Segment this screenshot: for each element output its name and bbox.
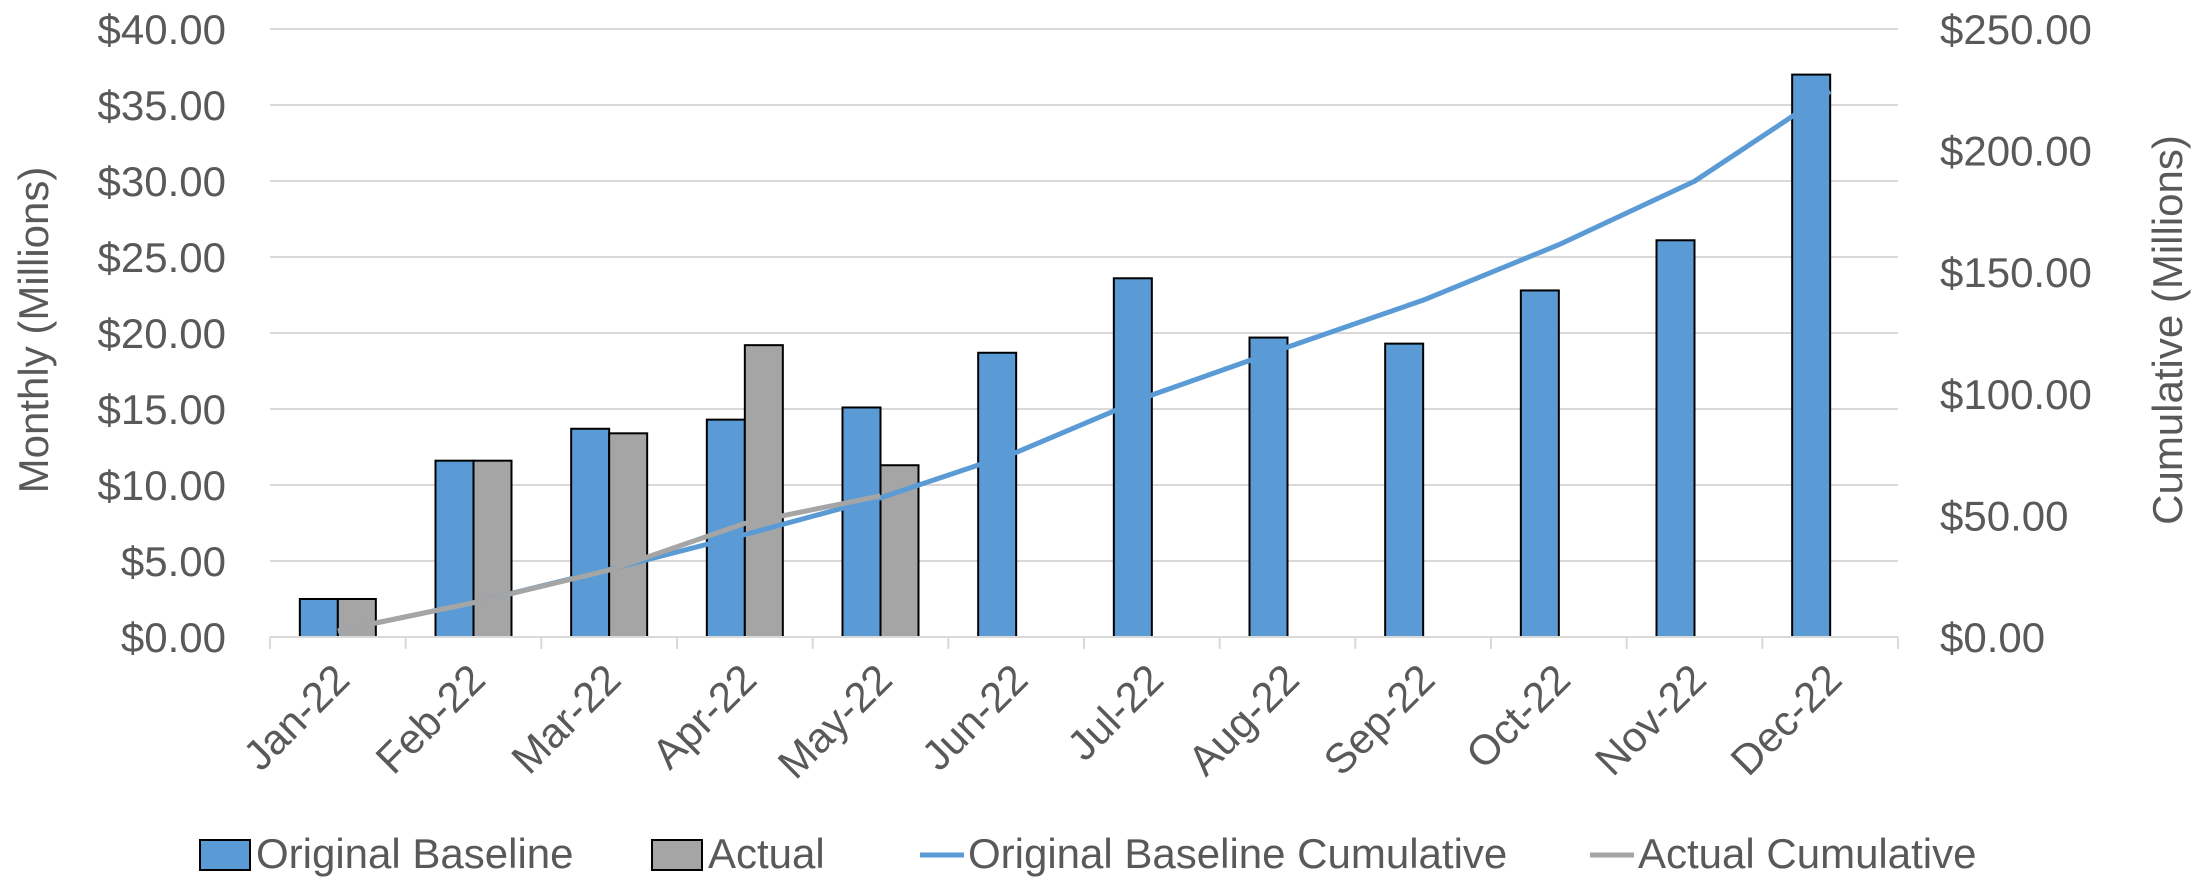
legend-label: Original Baseline Cumulative [968, 830, 1507, 877]
y-axis-title: Monthly (Millions) [10, 167, 57, 494]
bar-original-baseline [1384, 342, 1425, 638]
y2-axis-title: Cumulative (Millions) [2144, 135, 2191, 525]
x-tick-label: Aug-22 [1179, 655, 1308, 784]
legend-label: Actual [708, 830, 825, 877]
legend-label: Actual Cumulative [1638, 830, 1976, 877]
x-tick-label: Jan-22 [234, 655, 358, 779]
y2-tick-label: $0.00 [1940, 614, 2045, 661]
bar-actual [472, 459, 513, 638]
x-tick-label: May-22 [769, 655, 901, 787]
x-tick-label: Jun-22 [912, 655, 1036, 779]
bars [298, 73, 1832, 639]
line-original-baseline-cumulative [337, 89, 1832, 634]
x-tick-labels: Jan-22 Feb-22 Mar-22 Apr-22 May-22 Jun-22 Jul-… [234, 655, 1850, 787]
cumulative-lines [337, 89, 1832, 634]
y2-tick-label: $100.00 [1940, 371, 2092, 418]
bar-original-baseline [570, 427, 611, 639]
y-tick-label: $10.00 [98, 462, 226, 509]
bar-original-baseline [1248, 336, 1289, 638]
y-tick-label: $0.00 [121, 614, 226, 661]
x-tick-label: Mar-22 [502, 655, 629, 782]
axes [269, 636, 1899, 649]
y2-tick-label: $50.00 [1940, 492, 2068, 539]
legend-swatch [199, 839, 251, 871]
y-tick-label: $35.00 [98, 82, 226, 129]
bar-original-baseline [977, 351, 1018, 638]
x-tick-label: Feb-22 [367, 655, 494, 782]
bar-original-baseline [841, 406, 882, 639]
legend-label: Original Baseline [256, 830, 574, 877]
x-tick-label: Jul-22 [1058, 655, 1172, 769]
x-tick-label: Oct-22 [1457, 655, 1579, 777]
bar-original-baseline [1519, 289, 1560, 638]
x-tick-label: Dec-22 [1722, 655, 1851, 784]
y2-tick-label: $150.00 [1940, 249, 2092, 296]
y-tick-label: $30.00 [98, 158, 226, 205]
bar-actual [743, 344, 784, 638]
bar-original-baseline [1112, 277, 1153, 638]
x-tick-label: Nov-22 [1586, 655, 1715, 784]
y-tick-label: $5.00 [121, 538, 226, 585]
line-actual-cumulative [337, 493, 881, 634]
bar-original-baseline [1655, 239, 1696, 638]
gridlines [270, 28, 1898, 562]
y2-tick-labels: $0.00 $50.00 $100.00 $150.00 $200.00 $250.00 [1940, 6, 2092, 661]
x-tick-label: Apr-22 [643, 655, 765, 777]
y-tick-label: $25.00 [98, 234, 226, 281]
bar-original-baseline [1791, 73, 1832, 639]
y-tick-label: $15.00 [98, 386, 226, 433]
y-tick-label: $40.00 [98, 6, 226, 53]
y-tick-label: $20.00 [98, 310, 226, 357]
y-tick-labels: $0.00 $5.00 $10.00 $15.00 $20.00 $25.00 $30.00… [98, 6, 226, 661]
bar-actual [608, 432, 649, 638]
bar-original-baseline [298, 598, 339, 638]
legend-swatch [651, 839, 703, 871]
y2-tick-label: $200.00 [1940, 128, 2092, 175]
x-tick-label: Sep-22 [1315, 655, 1444, 784]
y2-tick-label: $250.00 [1940, 6, 2092, 53]
legend: Original Baseline Actual Original Baseline… [199, 830, 1976, 877]
